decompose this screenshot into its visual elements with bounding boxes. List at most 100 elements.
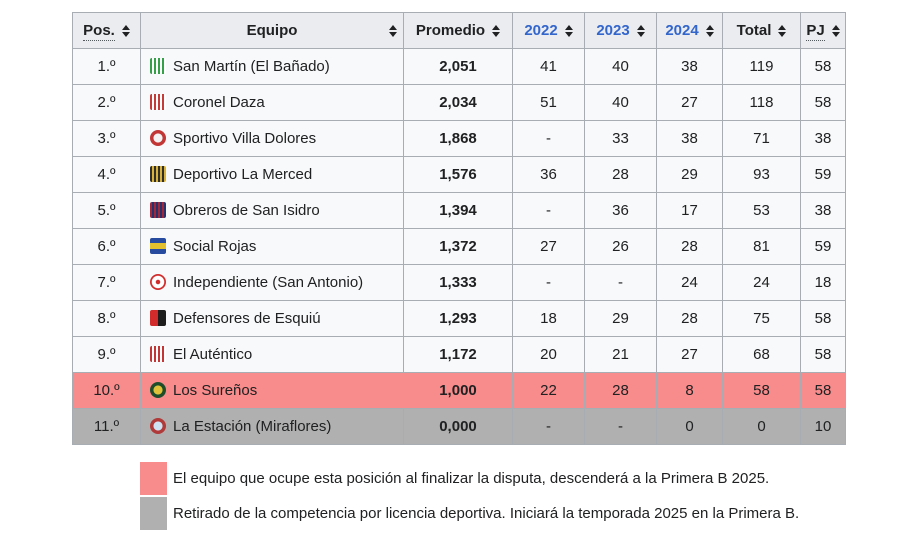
sort-icon[interactable] [492,25,501,38]
promedio-cell: 1,333 [403,264,513,301]
team-cell: Defensores de Esquiú [140,300,404,337]
column-header-2023[interactable]: 2023 [584,12,657,49]
team-name: Social Rojas [173,238,257,255]
table-row: 10.º Los Sureños 1,000 22 28 8 58 58 [72,372,846,409]
year-2024-cell: 38 [656,120,723,157]
year-2023-cell: - [584,264,657,301]
standings-section: Pos. Equipo Promedio 2022 2023 2024 [72,12,846,532]
team-name: San Martín (El Bañado) [173,58,330,75]
year-2022-cell: - [512,408,585,445]
promedio-cell: 1,372 [403,228,513,265]
year-2024-cell: 28 [656,300,723,337]
year-2024-cell: 27 [656,84,723,121]
withdrawn-color-swatch [140,497,167,530]
year-2024-cell: 8 [656,372,723,409]
team-cell: Social Rojas [140,228,404,265]
sort-icon[interactable] [636,25,645,38]
team-crest-icon [150,202,166,218]
pos-cell: 2.º [72,84,141,121]
team-crest-icon [150,418,166,434]
year-2024-link[interactable]: 2024 [665,22,699,39]
standings-table: Pos. Equipo Promedio 2022 2023 2024 [72,12,846,445]
sort-icon[interactable] [564,25,573,38]
team-crest-icon [150,130,166,146]
year-2023-cell: 40 [584,48,657,85]
year-2022-cell: 18 [512,300,585,337]
column-header-equipo-label: Equipo [246,22,298,39]
promedio-cell: 1,868 [403,120,513,157]
team-name: Obreros de San Isidro [173,202,320,219]
standings-table-body: 1.º San Martín (El Bañado) 2,051 41 40 38 119 5… [72,48,846,445]
table-row: 2.º Coronel Daza 2,034 51 40 27 118 58 [72,84,846,121]
column-header-total-label: Total [736,22,772,39]
pj-cell: 59 [800,156,846,193]
sort-icon[interactable] [389,24,397,37]
pos-cell: 11.º [72,408,141,445]
pos-cell: 7.º [72,264,141,301]
promedio-cell: 0,000 [403,408,513,445]
team-crest-icon [150,346,166,362]
column-header-pos[interactable]: Pos. [72,12,141,49]
promedio-cell: 1,000 [403,372,513,409]
table-row: 11.º La Estación (Miraflores) 0,000- -0 0 10 [72,408,846,445]
promedio-cell: 2,034 [403,84,513,121]
year-2022-cell: 27 [512,228,585,265]
team-crest-icon [150,382,166,398]
year-2024-cell: 24 [656,264,723,301]
team-crest-icon [150,238,166,254]
year-2022-cell: 22 [512,372,585,409]
year-2022-cell: 20 [512,336,585,373]
pj-cell: 59 [800,228,846,265]
year-2022-link[interactable]: 2022 [524,22,558,39]
year-2024-cell: 0 [656,408,723,445]
year-2024-cell: 29 [656,156,723,193]
team-cell: Obreros de San Isidro [140,192,404,229]
pos-cell: 5.º [72,192,141,229]
year-2022-cell: - [512,264,585,301]
pos-cell: 6.º [72,228,141,265]
total-cell: 71 [722,120,801,157]
year-2023-cell: - [584,408,657,445]
pj-cell: 10 [800,408,846,445]
sort-icon[interactable] [831,25,840,38]
table-row: 7.º Independiente (San Antonio) 1,333- -24 2… [72,264,846,301]
pj-cell: 58 [800,336,846,373]
legend-item-relegation: El equipo que ocupe esta posición al fin… [140,462,846,495]
table-row: 5.º Obreros de San Isidro 1,394-36 17 53 38 [72,192,846,229]
column-header-total[interactable]: Total [722,12,801,49]
column-header-equipo[interactable]: Equipo [140,12,404,49]
year-2022-cell: 51 [512,84,585,121]
sort-icon[interactable] [778,25,787,38]
sort-icon[interactable] [705,25,714,38]
team-name: Los Sureños [173,382,258,399]
year-2024-cell: 17 [656,192,723,229]
year-2022-cell: 41 [512,48,585,85]
column-header-2022[interactable]: 2022 [512,12,585,49]
team-cell: Sportivo Villa Dolores [140,120,404,157]
legend-relegation-text: El equipo que ocupe esta posición al fin… [173,470,770,487]
year-2023-link[interactable]: 2023 [596,22,630,39]
column-header-pos-label: Pos. [83,22,115,41]
team-crest-icon [150,166,166,182]
column-header-promedio[interactable]: Promedio [403,12,513,49]
year-2023-cell: 29 [584,300,657,337]
total-cell: 81 [722,228,801,265]
team-name: El Auténtico [173,346,253,363]
team-crest-icon [150,310,166,326]
year-2023-cell: 26 [584,228,657,265]
total-cell: 75 [722,300,801,337]
team-name: La Estación (Miraflores) [173,418,332,435]
sort-icon[interactable] [121,25,130,38]
promedio-cell: 1,172 [403,336,513,373]
table-row: 1.º San Martín (El Bañado) 2,051 41 40 38 119 5… [72,48,846,85]
column-header-2024[interactable]: 2024 [656,12,723,49]
team-cell: Coronel Daza [140,84,404,121]
column-header-pj[interactable]: PJ [800,12,846,49]
year-2023-cell: 36 [584,192,657,229]
year-2024-cell: 27 [656,336,723,373]
team-name: Coronel Daza [173,94,265,111]
team-cell: El Auténtico [140,336,404,373]
pj-cell: 58 [800,300,846,337]
column-header-pj-label: PJ [806,22,825,41]
year-2022-cell: 36 [512,156,585,193]
